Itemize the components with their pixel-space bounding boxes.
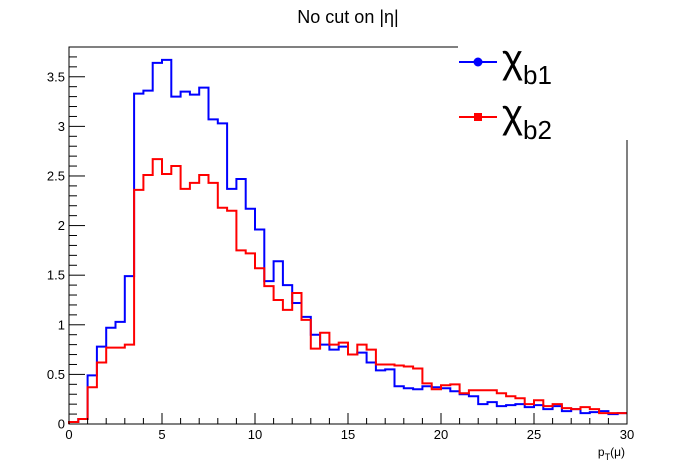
x-tick-label: 0 [65,427,72,442]
x-axis-label: pT(μ) [598,445,625,462]
y-tick-label: 0.5 [47,367,65,382]
y-tick-label: 2.5 [47,168,65,183]
y-tick-label: 1 [58,317,65,332]
x-axis-label-suffix: (μ) [610,445,625,459]
x-tick-label: 15 [341,427,355,442]
y-tick-label: 0 [58,417,65,432]
series-layer [68,58,627,424]
legend-box [458,40,628,140]
x-tick-label: 30 [620,427,634,442]
series-2-line [68,158,627,424]
legend-marker-square [474,113,482,121]
x-tick-label: 5 [158,427,165,442]
y-tick-label: 1.5 [47,268,65,283]
legend-marker-circle [473,57,483,67]
x-tick-label: 10 [248,427,262,442]
chart-title: No cut on |η| [297,7,398,27]
y-tick-label: 3.5 [47,69,65,84]
x-axis-label-main: p [598,445,605,459]
legend-label-1: χb1 [502,37,552,90]
legend-label-2: χb2 [502,92,552,145]
x-tick-label: 25 [527,427,541,442]
x-tick-label: 20 [434,427,448,442]
y-tick-label: 3 [58,119,65,134]
y-tick-label: 2 [58,218,65,233]
axes-layer: 0 5 10 15 20 25 30 0 0.5 1 1.5 2 2.5 3 3.5 [47,56,634,442]
x-axis-label-subscript: T [605,452,611,462]
